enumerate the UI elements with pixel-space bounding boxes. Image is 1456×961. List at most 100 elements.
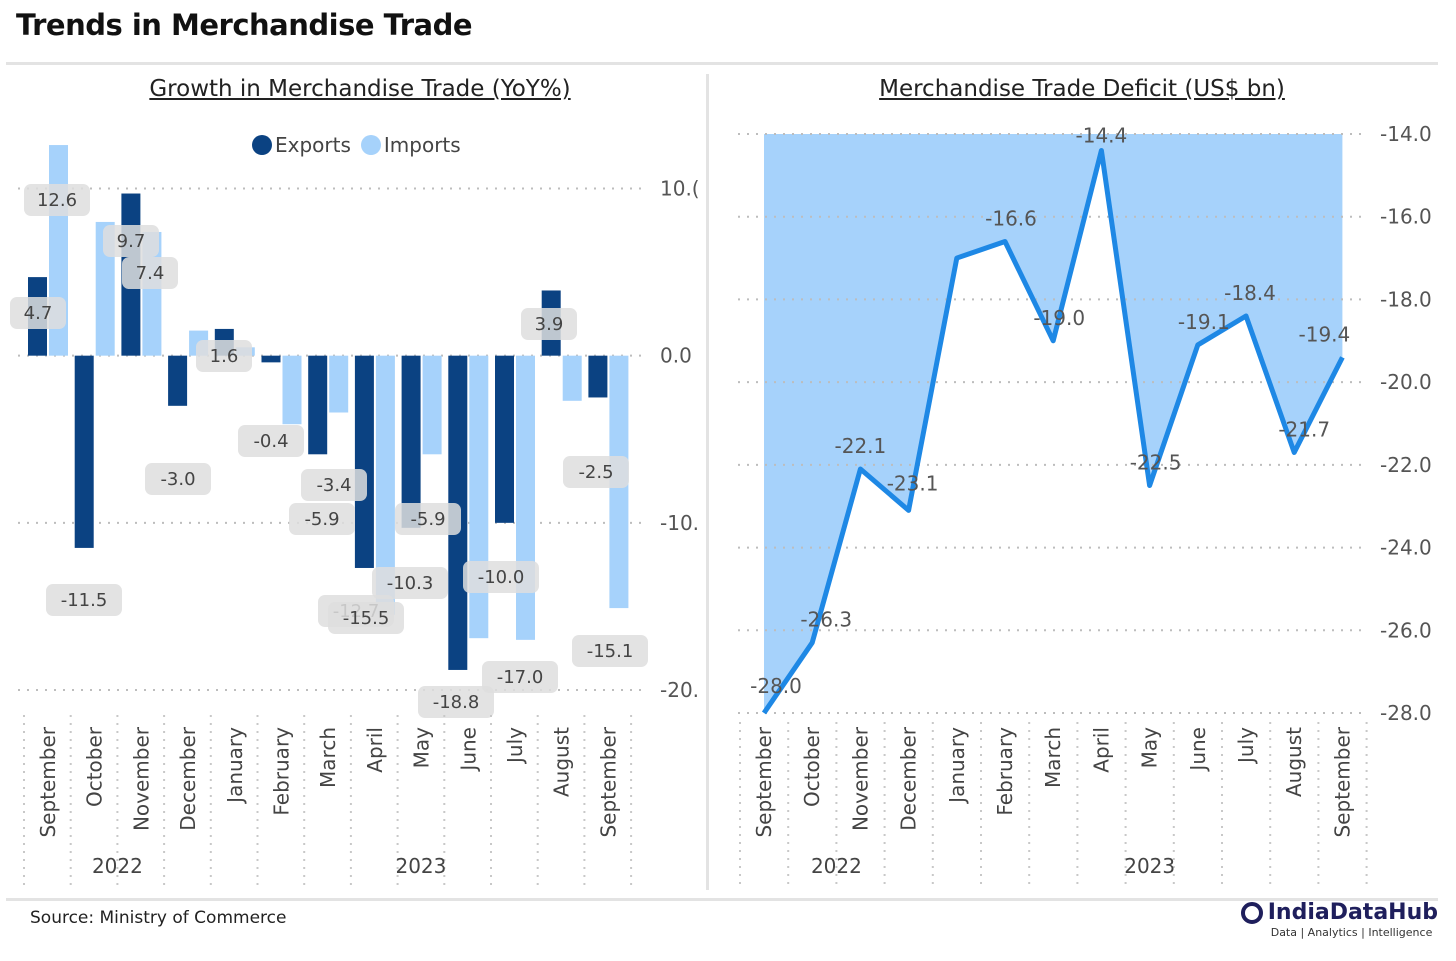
legend-item-exports[interactable]: Exports bbox=[252, 133, 351, 157]
area-x-tick-label-2: November bbox=[848, 726, 872, 831]
bar-x-tick-label-0: September bbox=[36, 726, 60, 837]
bar-data-label-15-box bbox=[463, 561, 539, 593]
bar-data-label-14-box bbox=[418, 686, 494, 718]
deficit-point-label-0: -28.0 bbox=[750, 674, 802, 698]
bar-data-label-15: -10.0 bbox=[478, 567, 525, 588]
bar-data-label-6: 1.6 bbox=[210, 346, 239, 367]
legend-label-imports: Imports bbox=[383, 133, 461, 157]
bar-data-label-13-box bbox=[395, 503, 461, 535]
bar-data-label-3-box bbox=[103, 225, 159, 257]
bar-data-label-0: 4.7 bbox=[24, 303, 53, 324]
bar-data-label-1-box bbox=[24, 184, 90, 216]
bar-data-label-16: -17.0 bbox=[497, 667, 544, 688]
area-x-tick-label-4: January bbox=[945, 727, 969, 805]
bar-data-label-18-box bbox=[563, 456, 629, 488]
bar-data-label-16-box bbox=[482, 661, 558, 693]
bar-exports-10 bbox=[495, 355, 514, 523]
bar-imports-9 bbox=[469, 355, 489, 639]
area-y-tick-label-0: -14.0 bbox=[1380, 122, 1432, 146]
y-tick-label-0: 10.( bbox=[660, 177, 700, 201]
bar-data-label-9: -3.4 bbox=[316, 475, 351, 496]
bar-data-label-19: -15.1 bbox=[587, 641, 634, 662]
y-tick-label-1: 0.0 bbox=[660, 344, 692, 368]
area-x-tick-label-3: December bbox=[897, 726, 921, 830]
bar-x-tick-label-11: August bbox=[550, 727, 574, 797]
bar-exports-3 bbox=[168, 355, 188, 406]
area-x-tick-label-5: February bbox=[993, 727, 1017, 816]
area-y-tick-label-1: -16.0 bbox=[1380, 205, 1432, 229]
bar-x-tick-label-8: May bbox=[410, 727, 434, 769]
imports-legend-swatch bbox=[360, 135, 381, 155]
deficit-chart-title: Merchandise Trade Deficit (US$ bn) bbox=[879, 76, 1285, 102]
deficit-area-fill bbox=[764, 134, 1343, 713]
bar-data-label-11: -15.5 bbox=[343, 608, 390, 629]
bar-data-label-4-box bbox=[122, 257, 178, 289]
bar-data-label-7: -0.4 bbox=[253, 431, 288, 452]
bar-year-label-0: 2022 bbox=[92, 854, 143, 878]
legend-item-imports[interactable]: Imports bbox=[360, 133, 461, 157]
bar-x-tick-label-5: February bbox=[270, 727, 294, 816]
bar-data-label-2-box bbox=[46, 584, 122, 616]
area-x-tick-label-1: October bbox=[800, 726, 824, 807]
bar-data-label-17-box bbox=[521, 308, 577, 340]
bar-data-label-17: 3.9 bbox=[535, 314, 564, 335]
deficit-point-label-11: -21.7 bbox=[1278, 417, 1330, 441]
bar-data-label-4: 7.4 bbox=[136, 263, 165, 284]
area-year-label-1: 2023 bbox=[1124, 854, 1175, 878]
bar-data-label-11-box bbox=[328, 602, 404, 634]
bar-exports-1 bbox=[74, 355, 94, 548]
bar-x-tick-label-4: January bbox=[223, 727, 247, 805]
bar-data-label-6-box bbox=[196, 340, 252, 372]
source-note: Source: Ministry of Commerce bbox=[30, 908, 287, 928]
deficit-point-label-7: -14.4 bbox=[1076, 124, 1128, 148]
y-tick-label-3: -20. bbox=[660, 678, 699, 702]
bar-x-tick-label-12: September bbox=[596, 726, 620, 837]
bar-x-tick-label-9: June bbox=[456, 727, 480, 773]
area-x-tick-label-12: September bbox=[1330, 726, 1354, 837]
logo-icon bbox=[1240, 901, 1263, 924]
area-x-tick-label-7: April bbox=[1089, 727, 1113, 773]
bar-imports-5 bbox=[282, 355, 302, 425]
bar-imports-7 bbox=[375, 355, 395, 615]
deficit-area-chart: -14.0 -16.0 -18.0 -20.0 -22.0 -24.0 -26.0 -28.0… bbox=[738, 122, 1432, 887]
bar-data-label-18: -2.5 bbox=[578, 462, 613, 483]
deficit-point-label-8: -22.5 bbox=[1130, 451, 1182, 475]
area-y-tick-label-6: -26.0 bbox=[1380, 618, 1432, 642]
bar-data-label-1: 12.6 bbox=[37, 190, 77, 211]
deficit-point-label-9: -19.1 bbox=[1178, 310, 1230, 334]
area-y-tick-label-3: -20.0 bbox=[1380, 370, 1432, 394]
bar-x-tick-label-3: December bbox=[176, 726, 200, 830]
area-x-tick-label-10: July bbox=[1234, 727, 1258, 765]
deficit-point-label-1: -26.3 bbox=[800, 608, 852, 632]
bar-x-tick-label-6: March bbox=[316, 727, 340, 788]
panel-divider bbox=[706, 74, 709, 890]
area-x-tick-label-11: August bbox=[1282, 727, 1306, 797]
bar-x-tick-label-7: April bbox=[363, 727, 387, 773]
bar-data-label-2: -11.5 bbox=[61, 590, 108, 611]
deficit-point-label-5: -16.6 bbox=[985, 207, 1037, 231]
deficit-point-label-12: -19.4 bbox=[1299, 322, 1351, 346]
bar-data-label-8: -5.9 bbox=[304, 509, 339, 530]
area-y-tick-label-5: -24.0 bbox=[1380, 536, 1432, 560]
area-x-tick-label-8: May bbox=[1138, 727, 1162, 769]
bar-data-label-13: -5.9 bbox=[410, 509, 445, 530]
bar-exports-5 bbox=[261, 355, 281, 363]
area-y-tick-label-2: -18.0 bbox=[1380, 287, 1432, 311]
bar-data-label-5: -3.0 bbox=[160, 469, 195, 490]
logo-brand-text: IndiaDataHub bbox=[1267, 900, 1438, 925]
area-x-tick-label-6: March bbox=[1041, 727, 1065, 788]
bar-data-label-5-box bbox=[145, 463, 211, 495]
growth-chart-legend: Exports Imports bbox=[252, 133, 471, 157]
bar-data-label-7-box bbox=[238, 425, 304, 457]
bar-data-label-19-box bbox=[572, 635, 648, 667]
bar-x-tick-label-2: November bbox=[129, 726, 153, 831]
header-divider bbox=[6, 62, 1438, 65]
exports-legend-swatch bbox=[252, 135, 272, 155]
logo-tagline: Data | Analytics | Intelligence bbox=[1270, 926, 1433, 939]
area-x-tick-label-9: June bbox=[1186, 727, 1210, 773]
bar-imports-11 bbox=[562, 355, 582, 401]
area-y-tick-label-7: -28.0 bbox=[1380, 701, 1432, 725]
bar-year-label-1: 2023 bbox=[395, 854, 446, 878]
bar-imports-10 bbox=[516, 355, 535, 640]
bar-imports-6 bbox=[329, 355, 349, 413]
